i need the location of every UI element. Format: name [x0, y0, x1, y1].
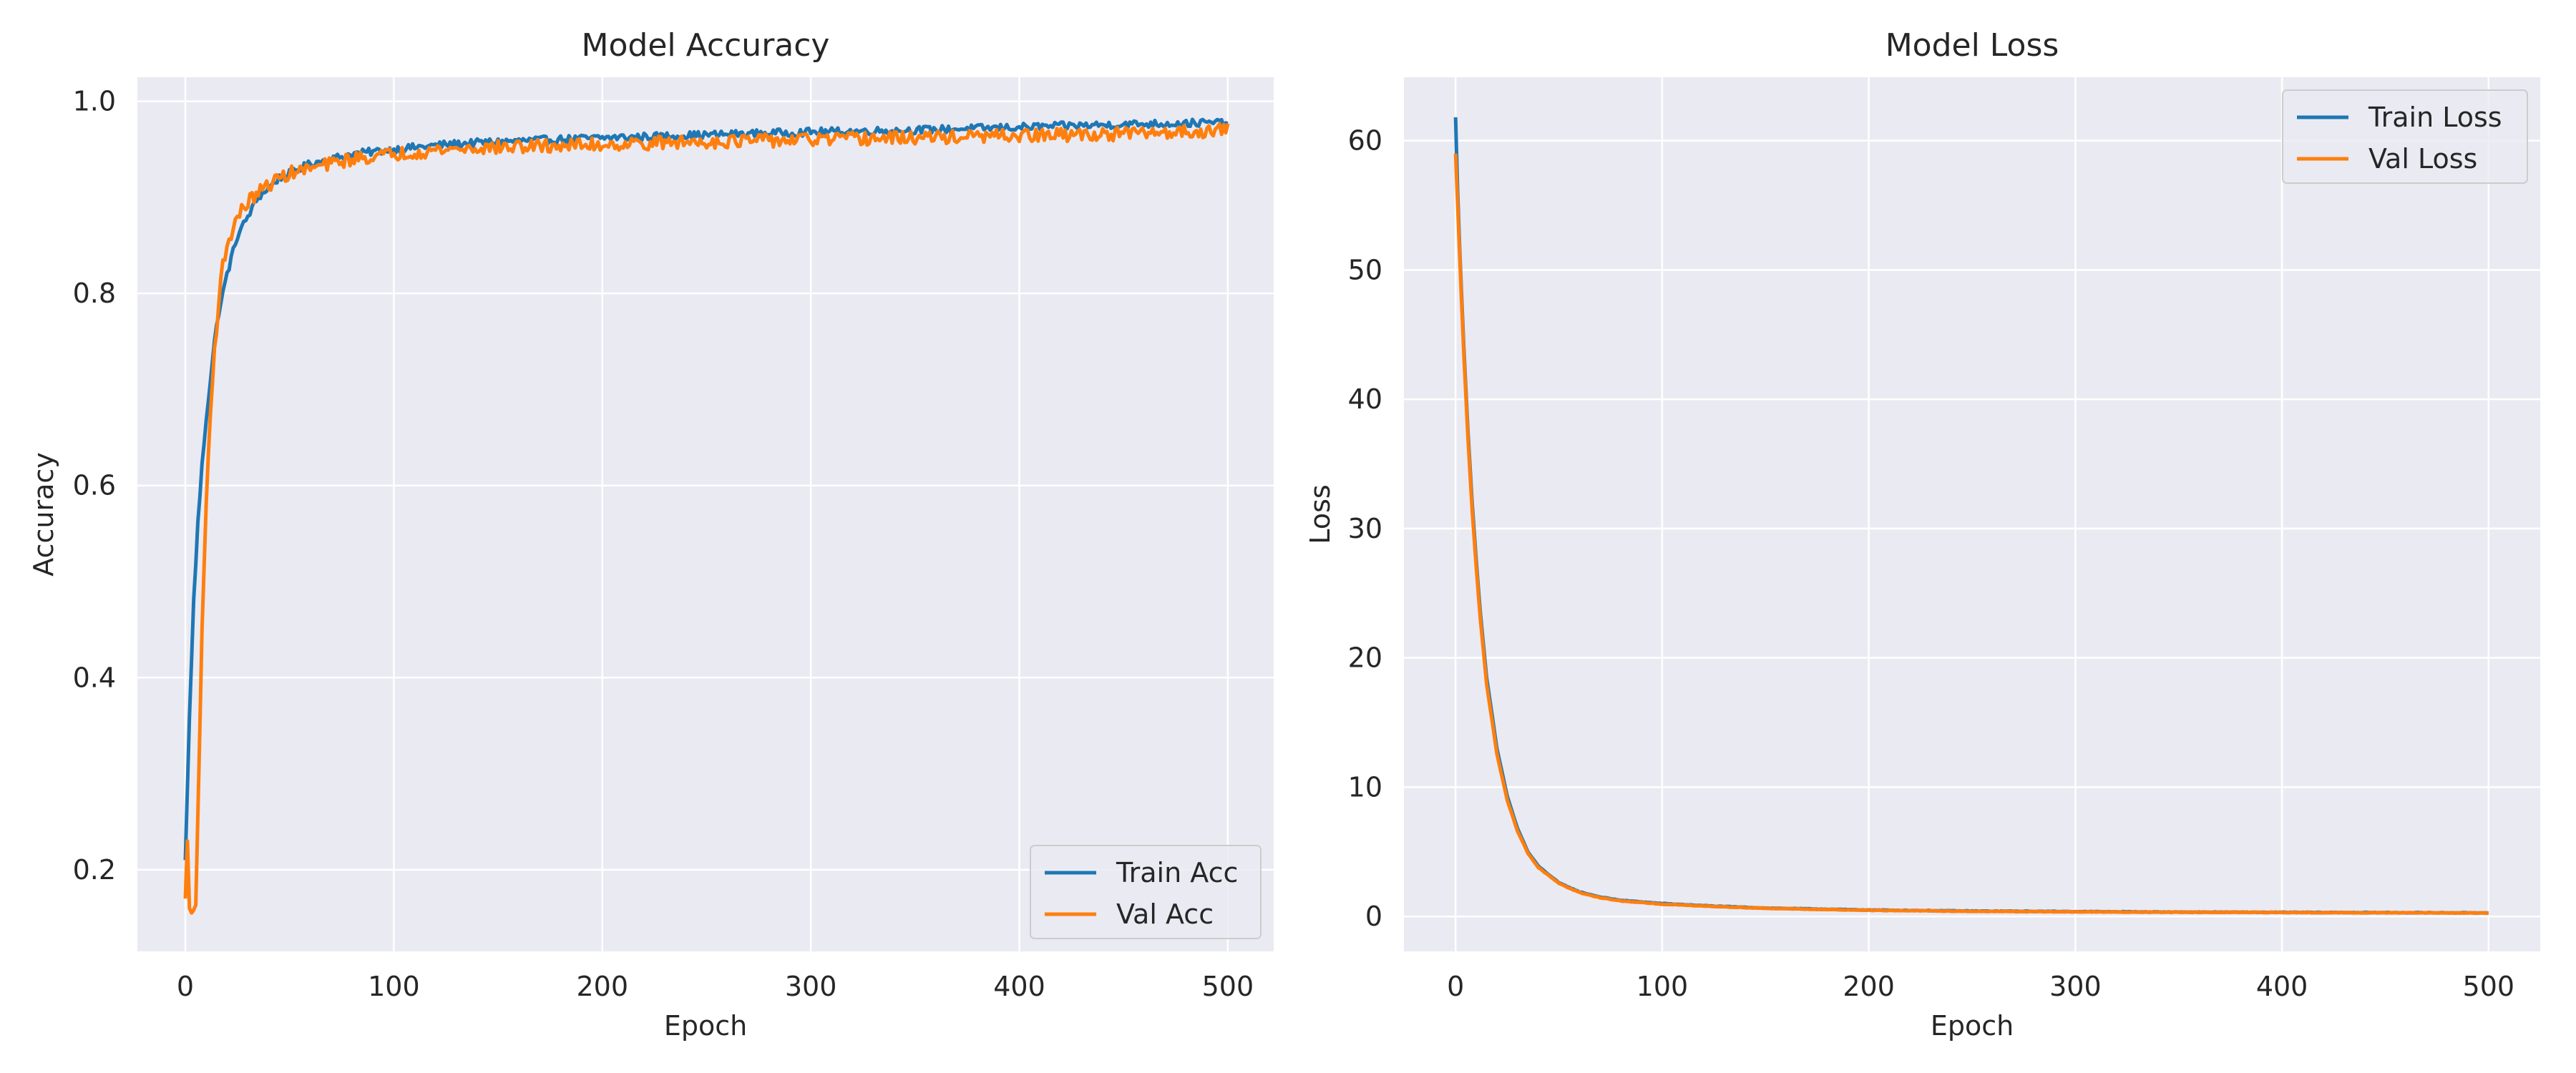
loss-plot-area: [1404, 77, 2540, 951]
loss-chart-title: Model Loss: [1885, 27, 2059, 64]
accuracy-grid: [137, 77, 1274, 951]
accuracy-chart-title: Model Accuracy: [582, 27, 830, 64]
loss-grid: [1404, 77, 2540, 951]
accuracy-ticks: 0 100 200 300 400 500 0.2 0.4 0.6 0.8 1.0: [73, 86, 1254, 1002]
accuracy-y-axis-label: Accuracy: [28, 452, 59, 577]
y-tick-label: 40: [1348, 383, 1382, 415]
y-tick-label: 30: [1348, 513, 1382, 544]
x-tick-label: 0: [177, 971, 194, 1002]
x-tick-label: 100: [368, 971, 420, 1002]
loss-chart: 0 100 200 300 400 500 0 10 20 30 40 50 60 Model Loss…: [1304, 27, 2540, 1042]
accuracy-chart: 0 100 200 300 400 500 0.2 0.4 0.6 0.8 1.0 Model Ac…: [28, 27, 1274, 1042]
loss-x-axis-label: Epoch: [1931, 1010, 2014, 1042]
y-tick-label: 0.4: [73, 662, 116, 693]
y-tick-label: 50: [1348, 254, 1382, 285]
legend-label-train-loss: Train Loss: [2368, 102, 2502, 133]
accuracy-lines: [183, 117, 1230, 915]
x-tick-label: 400: [2256, 971, 2308, 1002]
y-tick-label: 0.8: [73, 278, 116, 309]
x-tick-label: 300: [2049, 971, 2102, 1002]
loss-ticks: 0 100 200 300 400 500 0 10 20 30 40 50 60: [1348, 125, 2514, 1002]
accuracy-x-axis-label: Epoch: [664, 1010, 747, 1042]
x-tick-label: 0: [1447, 971, 1464, 1002]
legend-label-train-acc: Train Acc: [1116, 857, 1238, 888]
x-tick-label: 500: [2463, 971, 2515, 1002]
series-line-val-loss: [1453, 153, 2489, 916]
legend-label-val-loss: Val Loss: [2368, 143, 2477, 175]
loss-legend: Train Loss Val Loss: [2282, 89, 2528, 184]
accuracy-legend: Train Acc Val Acc: [1030, 845, 1262, 939]
series-line-val-acc: [183, 122, 1230, 915]
x-tick-label: 500: [1202, 971, 1254, 1002]
loss-lines: [1453, 117, 2489, 916]
x-tick-label: 100: [1636, 971, 1689, 1002]
x-tick-label: 400: [993, 971, 1045, 1002]
y-tick-label: 0: [1365, 901, 1382, 932]
legend-label-val-acc: Val Acc: [1116, 898, 1214, 930]
y-tick-label: 0.2: [73, 854, 116, 886]
y-tick-label: 20: [1348, 642, 1382, 674]
y-tick-label: 0.6: [73, 470, 116, 501]
x-tick-label: 200: [1843, 971, 1895, 1002]
x-tick-label: 200: [577, 971, 629, 1002]
y-tick-label: 1.0: [73, 86, 116, 117]
loss-y-axis-label: Loss: [1304, 484, 1336, 544]
x-tick-label: 300: [785, 971, 837, 1002]
accuracy-plot-area: [137, 77, 1274, 951]
y-tick-label: 60: [1348, 125, 1382, 157]
y-tick-label: 10: [1348, 771, 1382, 803]
